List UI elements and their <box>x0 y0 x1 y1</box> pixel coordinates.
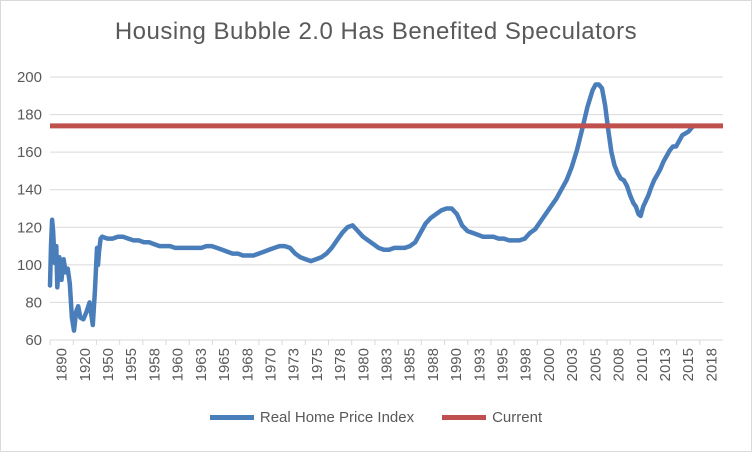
y-tick-label-140: 140 <box>17 182 42 199</box>
legend: Real Home Price Index Current <box>0 409 752 426</box>
x-axis-ticks: 1890 1920 1950 1955 1958 1960 1963 1965 1968 1970… <box>49 340 720 381</box>
legend-swatch-real-home-price-index <box>209 415 254 420</box>
x-tick-label-12: 1978 <box>332 348 349 381</box>
x-tick-label-16: 1988 <box>425 348 442 381</box>
x-tick-label-20: 1998 <box>518 348 535 381</box>
legend-item-current: Current <box>442 409 542 426</box>
legend-item-real-home-price-index: Real Home Price Index <box>209 409 415 426</box>
y-tick-label-100: 100 <box>17 257 42 274</box>
x-tick-label-13: 1980 <box>355 348 372 381</box>
x-tick-label-23: 2005 <box>587 348 604 381</box>
x-tick-label-7: 1965 <box>216 348 233 381</box>
y-tick-label-160: 160 <box>17 144 42 161</box>
chart-title: Housing Bubble 2.0 Has Benefited Specula… <box>114 18 638 45</box>
gridlines <box>50 76 723 303</box>
x-tick-label-17: 1990 <box>448 348 465 381</box>
x-tick-label-27: 2015 <box>680 348 697 381</box>
series-line-real-home-price-index <box>47 82 697 333</box>
y-tick-label-60: 60 <box>25 332 42 349</box>
x-tick-label-1: 1920 <box>77 348 94 381</box>
x-tick-label-24: 2008 <box>611 348 628 381</box>
x-tick-label-25: 2010 <box>634 348 651 381</box>
x-tick-label-11: 1975 <box>309 348 326 381</box>
x-tick-label-28: 2018 <box>703 348 720 381</box>
x-tick-label-0: 1890 <box>54 348 71 381</box>
legend-swatch-current <box>442 415 487 420</box>
x-tick-label-22: 2003 <box>564 348 581 381</box>
x-tick-label-21: 2000 <box>541 348 558 381</box>
y-tick-label-200: 200 <box>17 69 42 86</box>
y-tick-label-180: 180 <box>17 107 42 124</box>
x-tick-label-14: 1983 <box>379 348 396 381</box>
x-tick-label-15: 1985 <box>402 348 419 381</box>
y-tick-label-80: 80 <box>25 294 42 311</box>
x-tick-label-4: 1958 <box>146 348 163 381</box>
x-tick-label-10: 1973 <box>286 348 303 381</box>
y-tick-label-120: 120 <box>17 219 42 236</box>
x-tick-label-26: 2013 <box>657 348 674 381</box>
x-tick-label-19: 1995 <box>495 348 512 381</box>
x-tick-label-6: 1963 <box>193 348 210 381</box>
x-tick-label-9: 1970 <box>262 348 279 381</box>
legend-label-current: Current <box>492 409 543 426</box>
x-tick-label-3: 1955 <box>123 348 140 381</box>
legend-label-real-home-price-index: Real Home Price Index <box>259 409 415 426</box>
y-axis-ticks: 60 80 100 120 140 160 180 200 <box>17 69 42 349</box>
x-tick-label-5: 1960 <box>170 348 187 381</box>
x-tick-label-18: 1993 <box>471 348 488 381</box>
x-tick-label-8: 1968 <box>239 348 256 381</box>
x-tick-label-2: 1950 <box>100 348 117 381</box>
